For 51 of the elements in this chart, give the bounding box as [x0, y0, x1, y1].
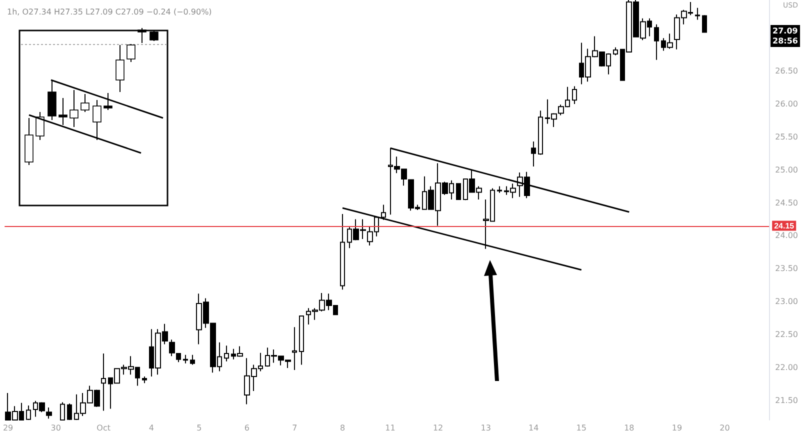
y-tick-label: 24.50 — [775, 198, 798, 208]
x-tick-label: 29 — [2, 424, 14, 432]
y-tick-label: 26.00 — [775, 100, 798, 109]
candlestick — [190, 354, 195, 366]
candlestick — [613, 46, 618, 56]
candlestick — [702, 14, 707, 33]
y-tick-label: 25.00 — [775, 165, 798, 174]
x-tick-label: 5 — [196, 424, 202, 432]
candlestick — [67, 403, 72, 420]
candlestick — [497, 186, 502, 194]
candlestick — [695, 7, 700, 20]
candlestick — [224, 345, 229, 362]
x-tick-label: 13 — [480, 424, 491, 432]
y-tick-label: 22.50 — [775, 330, 798, 339]
x-tick-label: 4 — [148, 424, 154, 432]
y-tick-label: 21.50 — [775, 396, 798, 405]
candlestick — [654, 24, 659, 60]
candlestick — [26, 405, 31, 420]
candlestick — [60, 402, 65, 420]
y-tick-label: 23.00 — [775, 297, 798, 306]
text: 27.09 28:56 — [772, 26, 798, 46]
candlestick — [46, 406, 52, 420]
text: 1h, O27.34 H27.35 L27.09 C27.09 −0.24 (−0.90%) — [7, 8, 212, 16]
y-tick-label: 24.00 — [775, 231, 798, 240]
candlestick — [572, 86, 577, 105]
y-tick-label: 22.00 — [775, 362, 798, 372]
y-tick-label: 25.50 — [775, 132, 798, 142]
candlestick — [531, 141, 536, 168]
x-tick-label: 18 — [624, 424, 634, 432]
candlestick — [101, 353, 106, 412]
x-tick-label: 20 — [720, 424, 730, 432]
candlestick — [292, 326, 297, 370]
candlestick — [340, 213, 345, 290]
candlestick — [456, 183, 461, 200]
x-tick-label: 8 — [340, 424, 346, 432]
y-tick-label: 26.50 — [775, 66, 798, 76]
x-tick-label: 14 — [528, 424, 539, 432]
candlestick — [142, 376, 147, 384]
x-tick-label: 19 — [672, 424, 682, 432]
candlestick — [299, 315, 304, 366]
candlestick — [183, 354, 188, 364]
x-tick-label: 15 — [576, 424, 586, 432]
x-tick-label: 7 — [292, 424, 298, 432]
x-tick-label: 6 — [244, 424, 250, 432]
x-tick-label: 30 — [50, 424, 61, 432]
ref-line-label: 24.15 — [774, 221, 795, 230]
candlestick — [538, 110, 543, 156]
x-tick-label: 11 — [385, 424, 396, 432]
x-tick-label: 12 — [432, 424, 444, 432]
x-tick-label: Oct — [96, 424, 111, 432]
y-tick-label: 23.50 — [775, 264, 798, 274]
